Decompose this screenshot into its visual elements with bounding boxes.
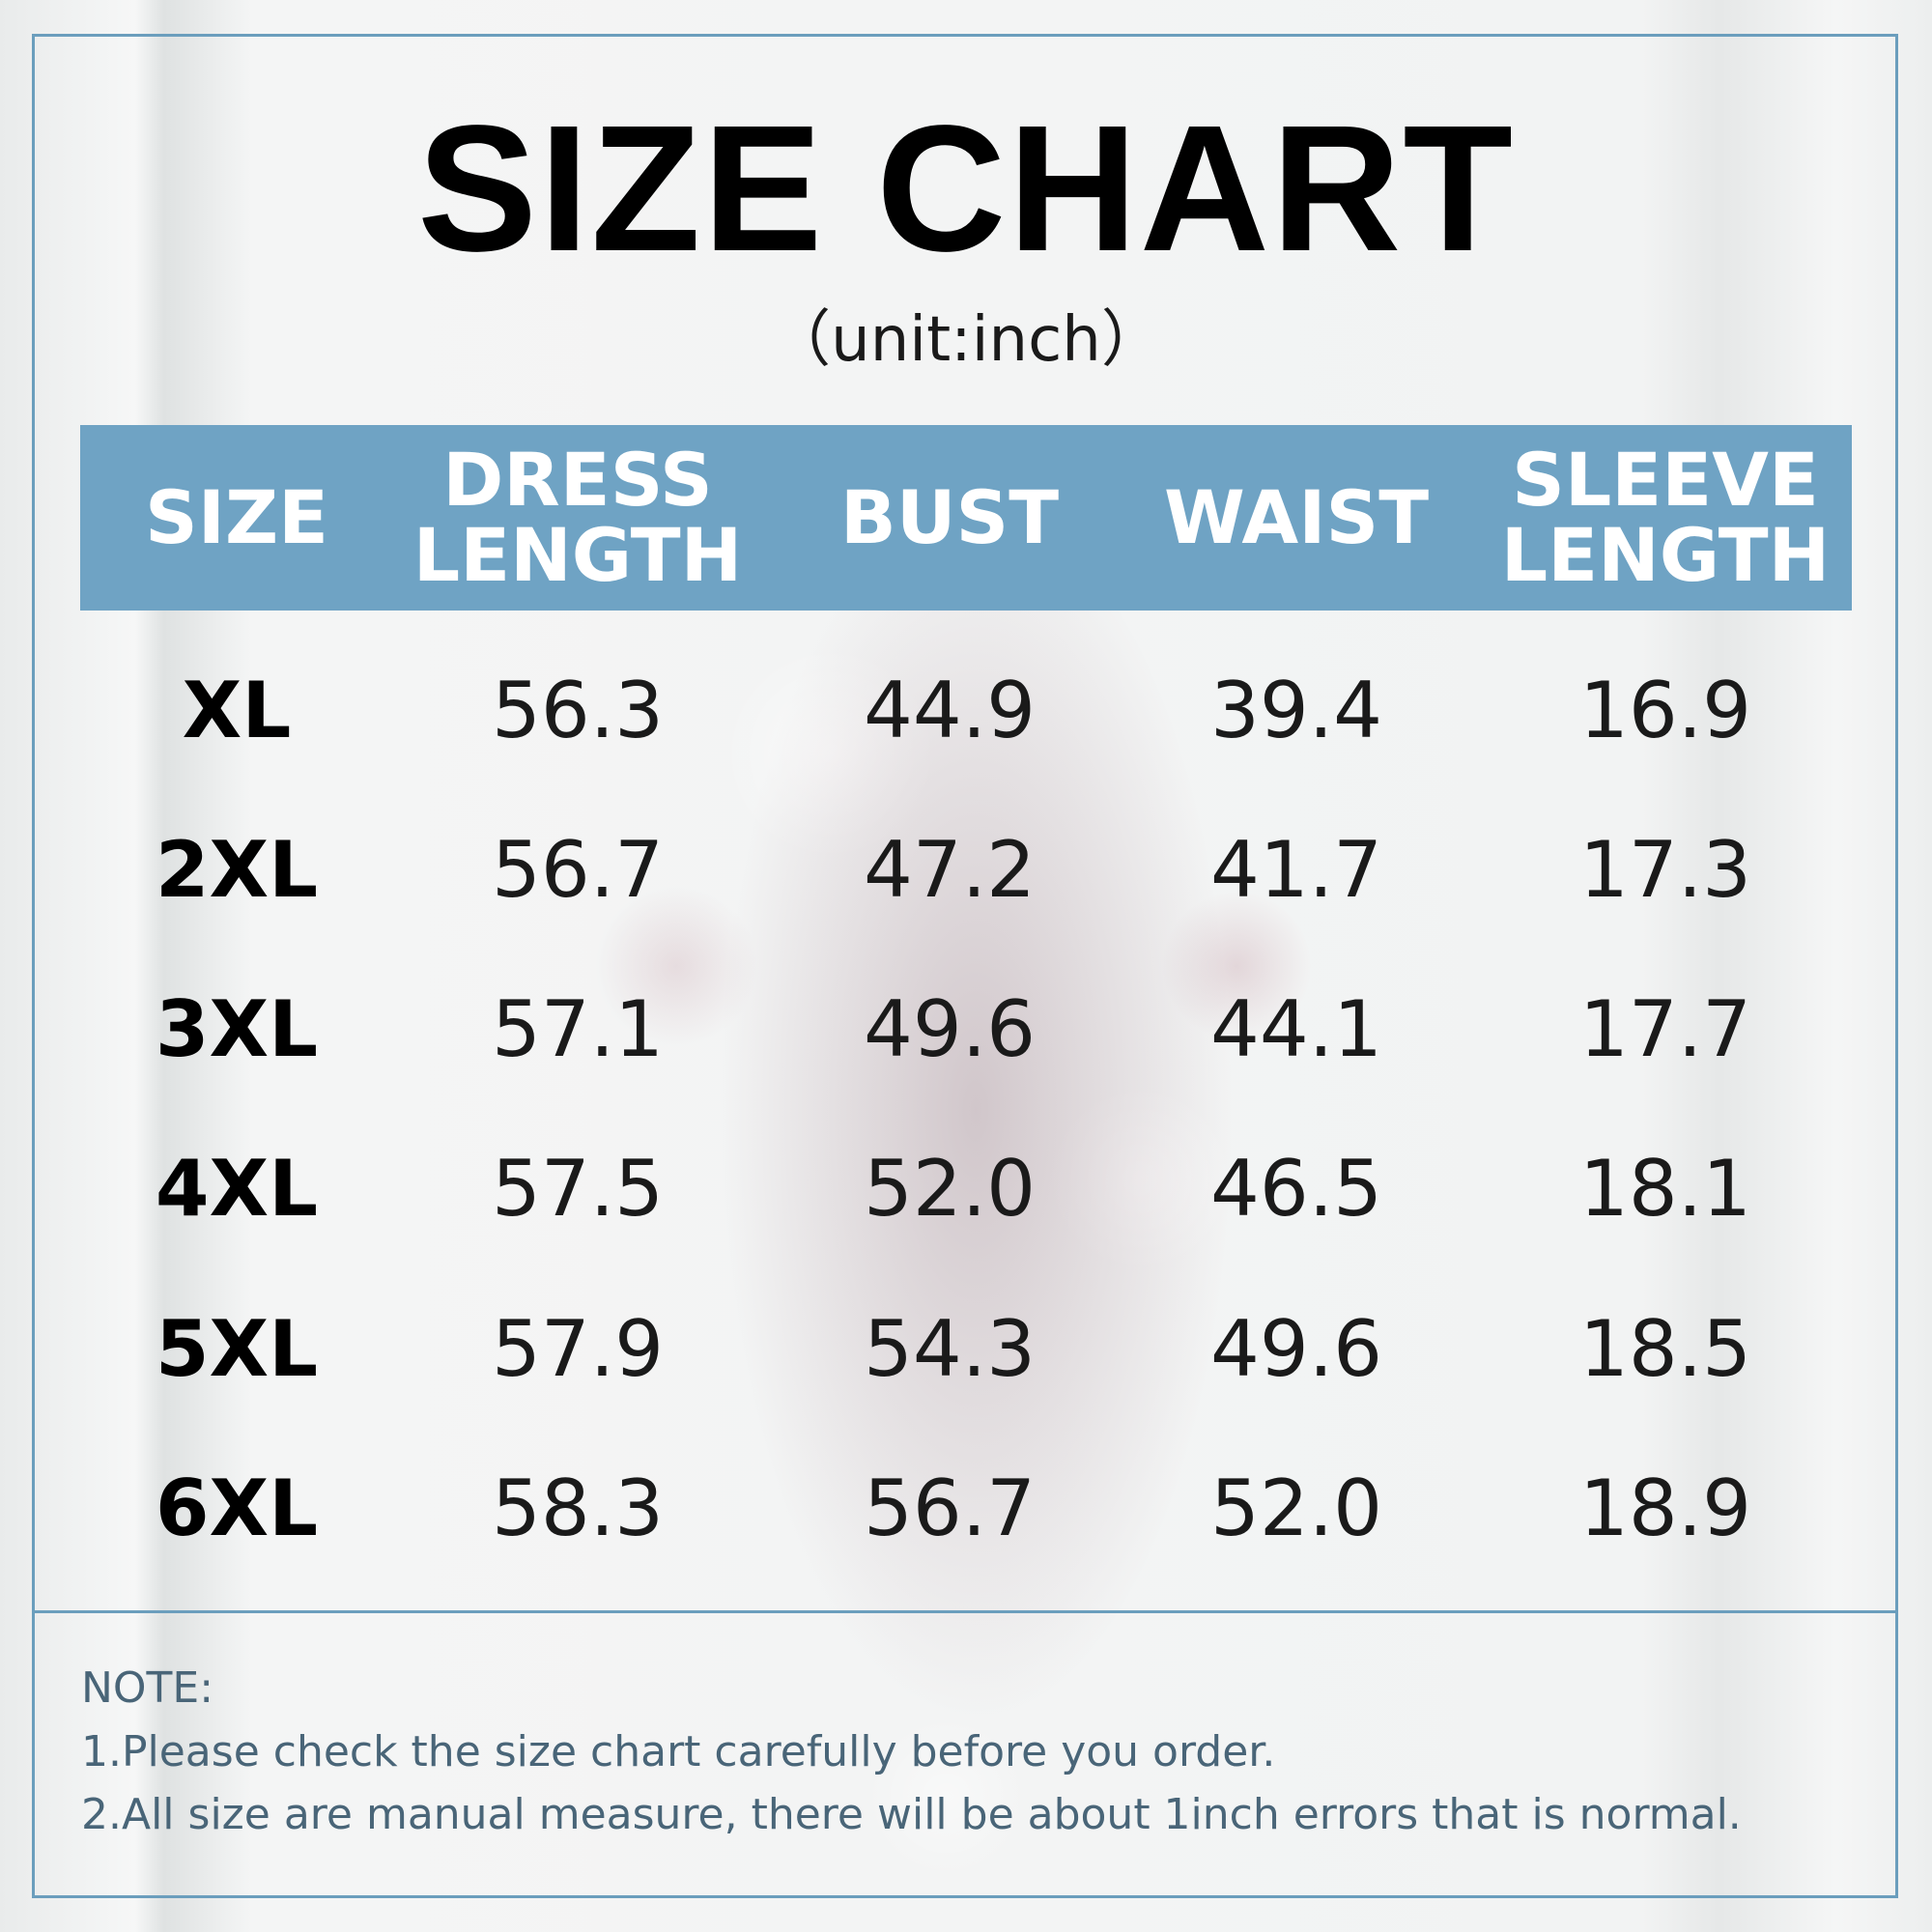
cell-bust: 56.7 [863, 1463, 1037, 1553]
cell-waist: 41.7 [1209, 825, 1383, 915]
cell-dress-length: 56.3 [491, 666, 665, 755]
cell-size: XL [182, 666, 292, 755]
table-row: 6XL 58.3 56.7 52.0 18.9 [0, 1451, 1932, 1567]
table-header-cells: SIZE DRESS LENGTH BUST WAIST SLEEVE LENG… [0, 425, 1932, 611]
table-row: 4XL 57.5 52.0 46.5 18.1 [0, 1131, 1932, 1247]
cell-bust: 52.0 [863, 1144, 1037, 1234]
cell-dress-length: 57.1 [491, 984, 665, 1074]
cell-sleeve-length: 17.7 [1578, 984, 1752, 1074]
header-dress-length-line1: DRESS [442, 437, 713, 523]
unit-label: （unit:inch） [769, 304, 1163, 376]
header-dress-length: DRESS LENGTH [413, 425, 742, 611]
cell-waist: 46.5 [1209, 1144, 1383, 1234]
cell-sleeve-length: 18.5 [1578, 1304, 1752, 1394]
header-sleeve-length-line1: SLEEVE [1512, 437, 1819, 523]
header-sleeve-length: SLEEVE LENGTH [1501, 425, 1830, 611]
cell-size: 4XL [155, 1144, 319, 1234]
header-size-label: SIZE [144, 474, 329, 560]
cell-dress-length: 57.9 [491, 1304, 665, 1394]
header-size: SIZE [145, 425, 328, 611]
cell-bust: 44.9 [863, 666, 1037, 755]
cell-waist: 49.6 [1209, 1304, 1383, 1394]
note-line-1: 1.Please check the size chart carefully … [81, 1727, 1276, 1776]
cell-size: 2XL [155, 825, 319, 915]
note-line-2: 2.All size are manual measure, there wil… [81, 1790, 1742, 1839]
table-row: 3XL 57.1 49.6 44.1 17.7 [0, 972, 1932, 1088]
cell-dress-length: 58.3 [491, 1463, 665, 1553]
cell-sleeve-length: 17.3 [1578, 825, 1752, 915]
header-sleeve-length-line2: LENGTH [1500, 512, 1831, 598]
cell-waist: 39.4 [1209, 666, 1383, 755]
header-dress-length-line2: LENGTH [412, 512, 743, 598]
cell-dress-length: 56.7 [491, 825, 665, 915]
cell-sleeve-length: 16.9 [1578, 666, 1752, 755]
table-row: 5XL 57.9 54.3 49.6 18.5 [0, 1292, 1932, 1407]
cell-size: 3XL [155, 984, 319, 1074]
header-bust: BUST [840, 425, 1059, 611]
note-divider [34, 1610, 1896, 1613]
note-heading: NOTE: [81, 1663, 214, 1713]
header-waist: WAIST [1164, 425, 1429, 611]
cell-waist: 52.0 [1209, 1463, 1383, 1553]
cell-sleeve-length: 18.9 [1578, 1463, 1752, 1553]
table-header [80, 425, 1852, 611]
cell-dress-length: 57.5 [491, 1144, 665, 1234]
cell-bust: 54.3 [863, 1304, 1037, 1394]
header-bust-label: BUST [839, 474, 1060, 560]
cell-bust: 47.2 [863, 825, 1037, 915]
cell-sleeve-length: 18.1 [1578, 1144, 1752, 1234]
cell-size: 6XL [155, 1463, 319, 1553]
table-row: XL 56.3 44.9 39.4 16.9 [0, 653, 1932, 769]
chart-frame [32, 34, 1898, 1898]
table-row: 2XL 56.7 47.2 41.7 17.3 [0, 812, 1932, 928]
cell-waist: 44.1 [1209, 984, 1383, 1074]
cell-size: 5XL [155, 1304, 319, 1394]
page-title: SIZE CHART [417, 89, 1515, 289]
header-waist-label: WAIST [1163, 474, 1430, 560]
cell-bust: 49.6 [863, 984, 1037, 1074]
